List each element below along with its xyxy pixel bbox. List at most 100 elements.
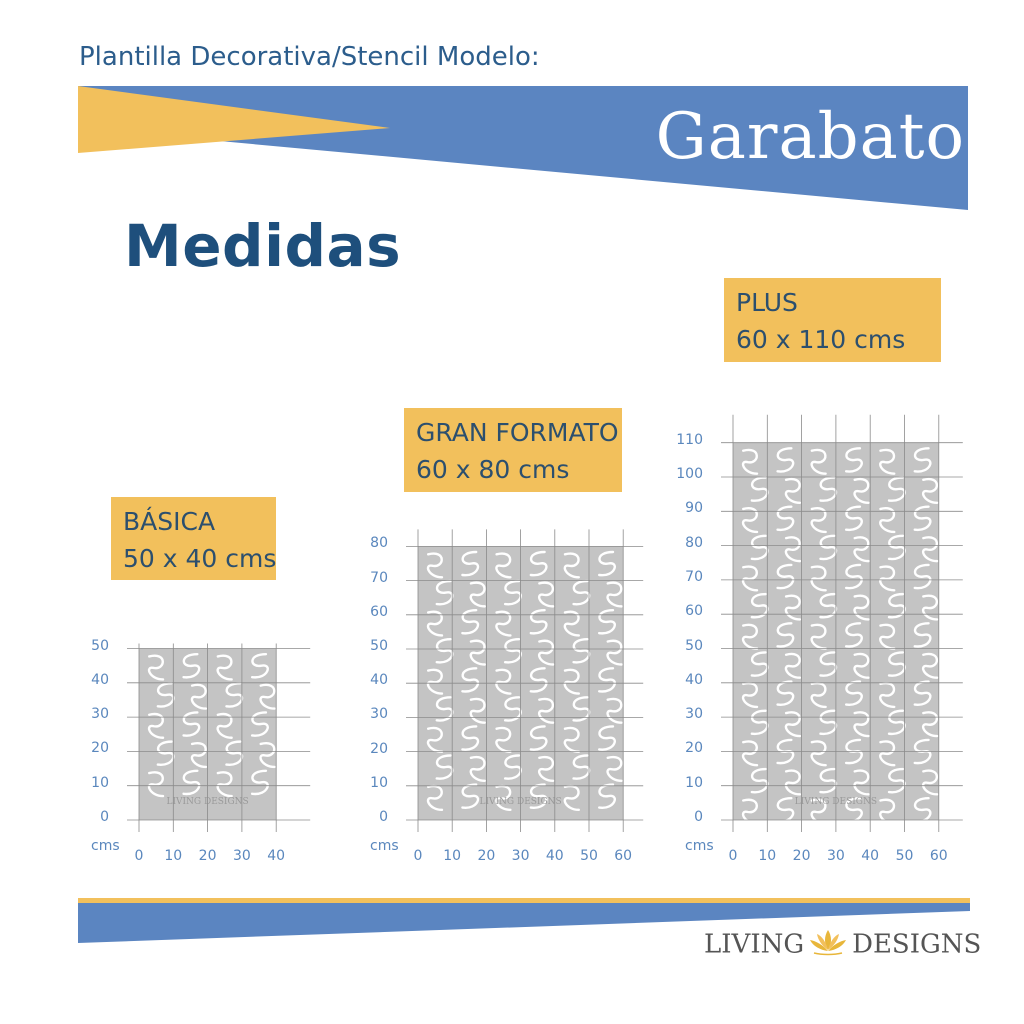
swirl-motif xyxy=(538,639,555,666)
swirl-motif xyxy=(750,651,769,677)
swirl-motif xyxy=(741,448,759,475)
swirl-motif xyxy=(913,563,932,590)
y-tick-label: 20 xyxy=(685,740,703,757)
swirl-motif xyxy=(606,697,623,724)
swirl-motif xyxy=(913,505,932,531)
footer-blue-band xyxy=(78,903,970,943)
swirl-motif xyxy=(572,754,591,780)
x-tick-label: 30 xyxy=(511,848,530,864)
swirl-motif xyxy=(819,767,838,794)
swirl-motif xyxy=(259,741,276,769)
x-tick-label: 40 xyxy=(861,848,880,864)
swirl-motif xyxy=(776,680,795,706)
swirl-motif xyxy=(741,798,758,820)
swirl-motif xyxy=(921,594,939,621)
swirl-motif xyxy=(598,550,616,577)
swirl-motif xyxy=(810,681,827,709)
swirl-motif xyxy=(190,683,208,710)
swirl-motif xyxy=(435,638,454,664)
swirl-motif xyxy=(819,651,838,677)
x-tick-label: 0 xyxy=(134,848,144,864)
swirl-motif xyxy=(921,477,939,505)
swirl-motif xyxy=(887,476,906,502)
size-box-gran-formato: GRAN FORMATO 60 x 80 cms xyxy=(404,408,622,492)
stencil-pattern xyxy=(426,550,623,812)
swirl-motif xyxy=(216,712,233,739)
size-dimensions: 60 x 80 cms xyxy=(416,455,570,484)
swirl-motif xyxy=(913,622,932,648)
swirl-motif xyxy=(259,683,276,710)
swirl-motif xyxy=(844,622,863,648)
swirl-motif xyxy=(810,565,827,592)
swirl-motif xyxy=(844,447,863,473)
swirl-motif xyxy=(538,697,555,724)
y-tick-label: 20 xyxy=(91,740,109,757)
swirl-motif xyxy=(598,783,616,809)
swirl-motif xyxy=(810,507,827,534)
swirl-motif xyxy=(147,712,165,739)
model-name: Garabato xyxy=(655,100,965,174)
y-tick-label: 50 xyxy=(91,637,109,654)
swirl-motif xyxy=(495,552,512,579)
swirl-motif xyxy=(776,797,795,820)
swirl-motif xyxy=(879,798,896,820)
swirl-motif xyxy=(921,536,939,563)
swirl-motif xyxy=(784,769,802,796)
x-tick-label: 20 xyxy=(477,848,496,864)
swirl-motif xyxy=(776,447,795,473)
swirl-motif xyxy=(250,711,269,737)
swirl-motif xyxy=(844,505,863,531)
swirl-motif xyxy=(598,667,616,693)
x-tick-label: 40 xyxy=(545,848,564,864)
stencil-pattern xyxy=(147,652,276,798)
swirl-motif xyxy=(156,740,175,766)
swirl-motif xyxy=(147,771,165,798)
footer-banner xyxy=(78,898,970,943)
x-tick-label: 20 xyxy=(792,848,811,864)
swirl-motif xyxy=(741,507,759,534)
swirl-motif xyxy=(913,797,932,820)
swirl-motif xyxy=(606,755,623,782)
y-tick-label: 70 xyxy=(370,569,388,586)
swirl-motif xyxy=(503,754,522,780)
swirl-motif xyxy=(879,623,896,650)
swirl-motif xyxy=(503,579,522,606)
swirl-motif xyxy=(810,798,827,820)
swirl-motif xyxy=(750,534,769,561)
swirl-motif xyxy=(426,726,444,753)
swirl-motif xyxy=(529,725,548,751)
size-box-plus: PLUS 60 x 110 cms xyxy=(724,278,941,362)
swirl-motif xyxy=(147,654,165,681)
lotus-icon xyxy=(808,928,848,963)
swirl-motif xyxy=(750,767,769,794)
swirl-motif xyxy=(887,534,906,561)
swirl-motif xyxy=(844,680,863,706)
swirl-motif xyxy=(784,477,802,505)
logo-text-left: LIVING xyxy=(704,929,805,960)
section-title: Medidas xyxy=(124,212,402,280)
swirl-motif xyxy=(182,652,201,679)
swirl-motif xyxy=(887,709,906,736)
swirl-motif xyxy=(913,680,932,706)
x-tick-label: 30 xyxy=(826,848,845,864)
y-tick-label: 0 xyxy=(100,809,109,825)
swirl-motif xyxy=(529,783,548,809)
swirl-motif xyxy=(426,668,444,695)
size-name: PLUS xyxy=(736,288,798,317)
swirl-motif xyxy=(435,579,454,606)
swirl-motif xyxy=(845,797,863,820)
swirl-motif xyxy=(819,534,838,561)
swirl-motif xyxy=(461,608,480,635)
swirl-motif xyxy=(469,697,486,724)
swirl-motif xyxy=(225,740,244,766)
swirl-motif xyxy=(182,769,201,796)
swirl-motif xyxy=(435,696,454,722)
stencil-watermark: LIVING DESIGNS xyxy=(795,797,877,807)
x-tick-label: 40 xyxy=(267,848,286,864)
swirl-motif xyxy=(784,711,802,738)
swirl-motif xyxy=(887,767,906,794)
header-banner xyxy=(78,86,968,210)
x-tick-label: 10 xyxy=(758,848,777,864)
y-tick-label: 30 xyxy=(91,706,109,723)
